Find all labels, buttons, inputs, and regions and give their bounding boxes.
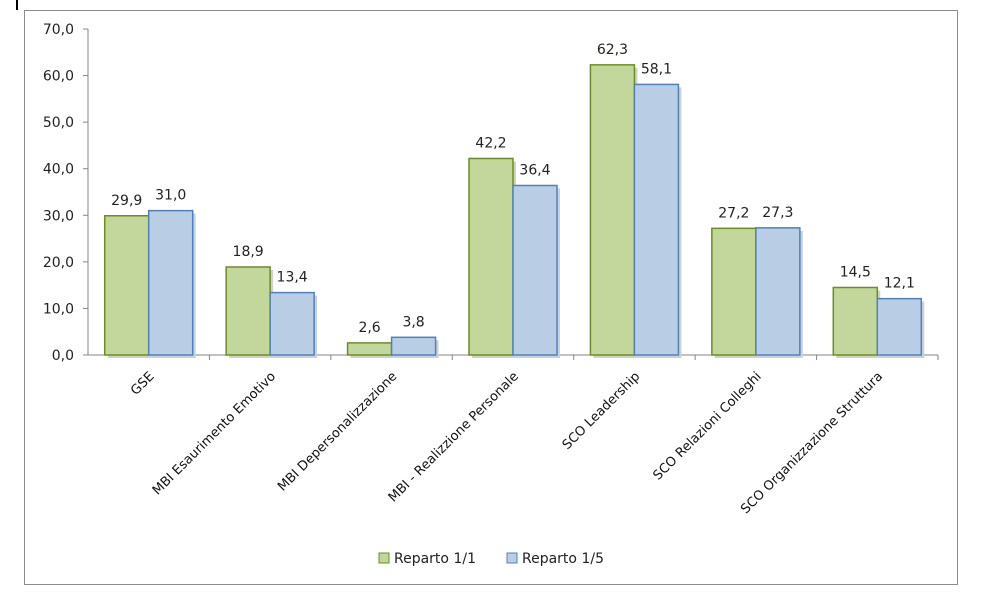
bar [832,286,879,356]
data-label: 13,4 [277,270,308,286]
data-label: 27,2 [718,205,749,221]
bar [269,291,315,356]
legend-swatch [506,552,518,564]
y-tick-label: 60,0 [43,69,74,85]
bars [103,64,925,359]
bar [225,266,271,356]
data-label: 12,1 [884,276,915,292]
data-label: 62,3 [597,42,628,58]
bar [512,184,558,356]
bar [711,227,757,356]
bar [755,227,801,356]
data-label: 3,8 [402,314,424,330]
data-label: 18,9 [233,244,264,260]
category-label: SCO Leadership [560,369,644,453]
y-tick-label: 70,0 [43,22,74,38]
legend-label: Reparto 1/5 [522,551,604,567]
data-label: 29,9 [111,193,142,209]
bar [147,209,194,356]
y-tick-label: 50,0 [43,115,74,131]
y-tick-label: 20,0 [43,255,74,271]
legend-label: Reparto 1/1 [394,551,476,567]
category-label: MBI - Realizzione Personale [386,369,522,505]
data-label: 31,0 [155,188,186,204]
bar [346,342,393,356]
bar [633,83,680,356]
category-label: SCO Relazioni Colleghi [651,369,765,483]
axes: 0,0 10,0 20,0 30,0 40,0 50,0 60,0 70,0 [43,22,939,364]
legend: Reparto 1/1 Reparto 1/5 [378,551,604,567]
bar [103,215,150,356]
y-tick-label: 10,0 [43,301,74,317]
legend-swatch [378,552,390,564]
data-label: 14,5 [840,264,871,280]
y-tick-label: 40,0 [43,162,74,178]
corner-mark [16,0,18,10]
category-label: GSE [128,369,157,398]
bar [468,157,514,356]
data-label: 27,3 [762,205,793,221]
bar [390,336,437,356]
y-tick-label: 0,0 [52,348,74,364]
data-label: 36,4 [519,162,550,178]
category-label: MBI Esaurimento Emotivo [150,369,279,498]
data-label: 42,2 [475,135,506,151]
data-label: 58,1 [641,61,672,77]
bar [876,297,923,356]
category-label: MBI Depersonalizzazione [275,369,400,494]
bar [589,64,636,356]
category-label: SCO Organizzazione Struttura [738,369,886,517]
y-tick-label: 30,0 [43,208,74,224]
data-label: 2,6 [358,320,380,336]
